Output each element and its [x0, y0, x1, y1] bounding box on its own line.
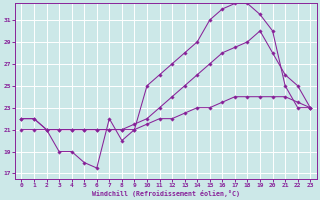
X-axis label: Windchill (Refroidissement éolien,°C): Windchill (Refroidissement éolien,°C) [92, 190, 240, 197]
